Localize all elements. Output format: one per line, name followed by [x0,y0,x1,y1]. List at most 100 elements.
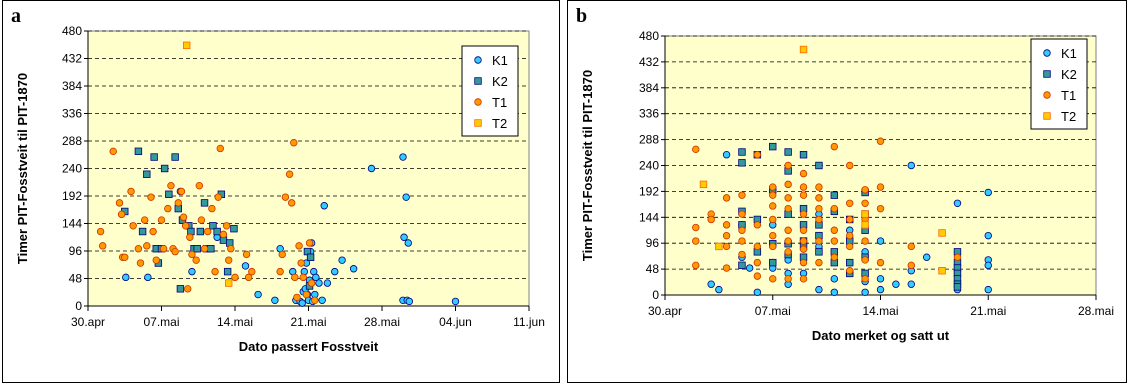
data-point [861,275,869,283]
data-point [984,231,992,240]
data-point [830,237,839,245]
data-point [846,215,854,224]
y-tick-label: 0 [652,288,659,302]
data-point [769,142,777,151]
data-point [160,164,169,173]
data-point [938,267,946,275]
data-point [241,262,250,270]
data-point [293,293,301,302]
y-axis-label: Timer PIT-Fosstveit til PIT-1870 [580,70,595,261]
data-point [784,161,792,170]
data-point [784,237,792,245]
data-point [922,253,931,261]
data-point [722,264,731,272]
data-point [846,258,854,267]
data-point [799,169,808,178]
data-point [753,258,762,267]
data-point [140,216,149,224]
x-tick-label: 14.mai [862,304,898,318]
y-tick-label: 192 [62,189,82,203]
y-tick-label: 48 [646,262,660,276]
panel-b: b 0 48 96 144 192 240 288 336 384 432 480 30.apr 07.… [567,0,1127,383]
data-point [224,279,233,287]
data-point [753,242,762,251]
data-point [715,242,723,251]
data-point [722,194,731,202]
legend-marker-t1 [1043,91,1051,99]
data-point [117,210,126,219]
data-point [830,204,839,213]
data-point [184,285,192,293]
panel-label: b [576,5,588,27]
legend: K1 K2 T1 T2 [1030,38,1088,130]
x-tick-label: 28.mai [364,315,400,329]
data-point [738,237,746,245]
data-point [193,245,201,253]
y-tick-label: 96 [646,236,660,250]
data-point [152,256,160,264]
data-point [242,250,251,259]
data-point [181,222,190,230]
data-point [953,253,962,261]
data-point [134,147,143,156]
legend-marker-k2 [1043,70,1051,78]
data-point [143,242,151,250]
data-point [876,237,885,245]
data-point [298,299,306,307]
x-tick-label: 30.apr [648,304,682,318]
data-point [367,164,376,173]
data-point [745,264,754,272]
legend-marker-t2 [474,119,482,127]
data-point [271,296,279,304]
data-point [188,267,196,276]
data-point [784,204,792,213]
y-tick-label: 144 [62,217,82,231]
x-tick-label: 28.mai [1078,304,1114,318]
data-point [692,145,700,154]
data-point [147,193,155,201]
data-point [799,151,808,159]
x-axis-label: Dato merket og satt ut [812,328,950,343]
data-point [769,202,777,210]
legend-label: K2 [492,74,508,89]
y-tick-label: 288 [639,133,659,147]
data-point [96,227,105,236]
data-point [402,193,410,201]
data-point [98,242,107,250]
data-point [907,261,915,270]
panel-label: a [11,5,21,27]
data-point [815,204,823,213]
data-point [799,191,808,199]
legend-marker-k1 [1043,49,1051,57]
data-point [846,231,854,240]
data-point [769,183,777,191]
data-point [179,213,188,221]
data-point [144,273,152,282]
data-point [830,226,839,234]
data-point [109,147,117,156]
y-tick-label: 192 [639,184,659,198]
data-point [722,151,731,159]
data-point [753,221,762,229]
data-point [291,273,299,282]
data-point [876,258,885,267]
data-point [953,199,962,207]
data-point [861,210,869,218]
data-point [984,188,992,197]
data-point [799,258,808,267]
data-point [815,194,823,202]
data-point [312,273,320,282]
data-point [192,256,200,264]
data-point [159,245,168,253]
data-point [150,153,158,161]
data-point [197,216,206,224]
scatter-chart-a: 0 48 96 144 192 240 288 336 384 432 480 30.apr 07.ma… [15,24,545,354]
data-point [320,202,328,210]
legend-label: K1 [492,53,508,68]
data-point [157,216,166,224]
data-point [285,170,294,178]
data-point [846,242,854,251]
panel-a: a 0 48 96 144 192 240 288 336 384 432 480 30.apr 07.… [2,0,560,383]
data-point [323,279,332,287]
legend-label: T2 [1061,109,1076,124]
